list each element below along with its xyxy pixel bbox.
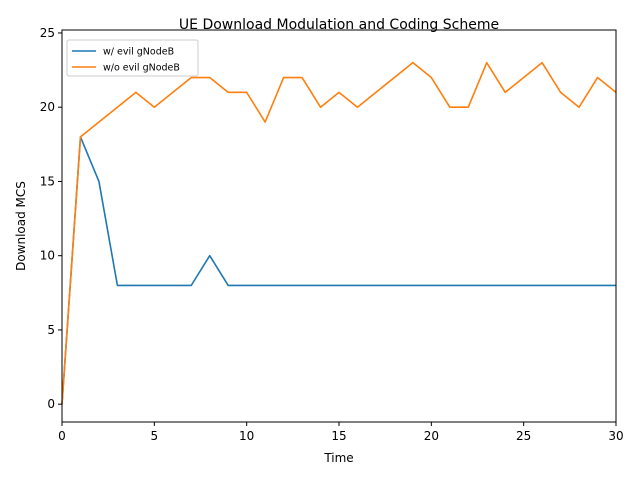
y-tick-label: 0: [47, 397, 55, 411]
y-axis-label: Download MCS: [14, 181, 28, 271]
legend-label-with-evil: w/ evil gNodeB: [103, 47, 174, 58]
plot-lines: [61, 61, 617, 405]
x-axis-ticks: 0 5 10 15 20 25 30: [58, 422, 624, 443]
series-line-with-evil-gnodeb: [61, 136, 616, 405]
y-tick-label: 10: [40, 249, 55, 263]
plot-frame: [61, 29, 617, 423]
x-tick-label: 25: [516, 429, 531, 443]
y-axis-ticks: 0 5 10 15 20 25: [40, 26, 62, 411]
legend: w/ evil gNodeB w/o evil gNodeB: [66, 39, 199, 77]
legend-box: [66, 39, 199, 77]
x-tick-label: 10: [239, 429, 254, 443]
y-tick-label: 5: [47, 323, 55, 337]
legend-label-without-evil: w/o evil gNodeB: [103, 63, 180, 74]
y-tick-label: 25: [40, 26, 55, 40]
x-tick-label: 0: [58, 429, 66, 443]
x-tick-label: 15: [331, 429, 346, 443]
y-tick-label: 20: [40, 100, 55, 114]
y-tick-label: 15: [40, 174, 55, 188]
x-axis-label: Time: [323, 451, 353, 465]
series-line-without-evil-gnodeb: [61, 61, 617, 405]
chart-title: UE Download Modulation and Coding Scheme: [179, 17, 499, 33]
x-tick-label: 30: [608, 429, 623, 443]
x-tick-label: 20: [424, 429, 439, 443]
x-tick-label: 5: [151, 429, 159, 443]
